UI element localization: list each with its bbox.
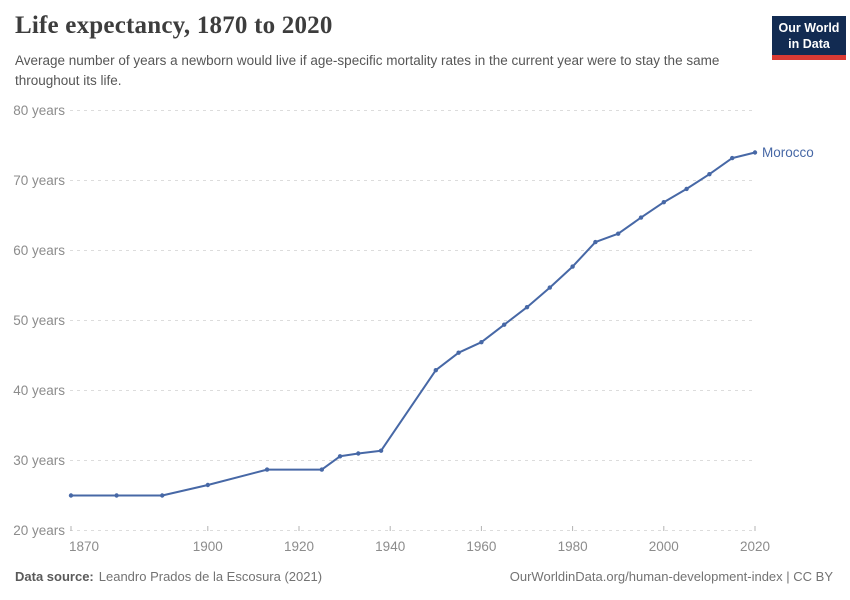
xtick-label-1870: 1870 xyxy=(69,539,99,554)
data-point-morocco-1925[interactable] xyxy=(319,467,324,472)
series-line-morocco xyxy=(70,151,756,497)
data-source-text: Leandro Prados de la Escosura (2021) xyxy=(98,569,323,584)
page-title: Life expectancy, 1870 to 2020 xyxy=(15,12,333,39)
xtick-label-1920: 1920 xyxy=(284,539,314,554)
ytick-label-20: 20 years xyxy=(13,523,65,538)
data-point-morocco-1900[interactable] xyxy=(205,482,210,488)
xtick-label-1940: 1940 xyxy=(375,539,405,554)
data-point-morocco-1995[interactable] xyxy=(638,215,644,220)
data-source: Data source: Leandro Prados de la Escosur… xyxy=(15,569,322,584)
chart-footer: Data source: Leandro Prados de la Escosur… xyxy=(15,569,833,584)
data-point-morocco-1990[interactable] xyxy=(616,231,621,236)
data-point-morocco-1975[interactable] xyxy=(547,285,552,290)
owid-logo-red-bar xyxy=(772,55,846,60)
ytick-label-30: 30 years xyxy=(13,453,65,468)
owid-logo-line1: Our World xyxy=(778,21,840,35)
data-source-label: Data source: xyxy=(15,569,94,584)
data-point-morocco-1929[interactable] xyxy=(337,454,343,459)
xtick-label-1960: 1960 xyxy=(466,539,496,554)
data-point-morocco-1970[interactable] xyxy=(524,305,530,310)
data-point-morocco-1913[interactable] xyxy=(264,467,270,472)
xtick-label-1900: 1900 xyxy=(193,539,223,554)
data-point-morocco-2005[interactable] xyxy=(684,186,689,192)
data-point-morocco-1955[interactable] xyxy=(456,350,461,355)
data-point-morocco-1880[interactable] xyxy=(114,493,119,498)
owid-logo-text: Our World in Data xyxy=(772,16,846,55)
xtick-label-2000: 2000 xyxy=(649,539,679,554)
ytick-label-80: 80 years xyxy=(13,103,65,118)
data-point-morocco-1950[interactable] xyxy=(433,368,438,373)
data-point-morocco-2000[interactable] xyxy=(661,200,666,205)
data-point-morocco-2020[interactable] xyxy=(752,150,758,155)
data-point-morocco-2015[interactable] xyxy=(730,155,735,161)
ytick-label-60: 60 years xyxy=(13,243,65,258)
chart-subtitle: Average number of years a newborn would … xyxy=(15,53,720,88)
ytick-label-40: 40 years xyxy=(13,383,65,398)
owid-logo[interactable]: Our World in Data xyxy=(772,16,846,60)
xtick-label-1980: 1980 xyxy=(558,539,588,554)
data-point-morocco-2010[interactable] xyxy=(707,172,712,177)
data-point-morocco-1985[interactable] xyxy=(593,239,598,245)
ytick-label-70: 70 years xyxy=(13,173,65,188)
xtick-label-2020: 2020 xyxy=(740,539,770,554)
data-point-morocco-1933[interactable] xyxy=(356,451,361,456)
data-point-morocco-1870[interactable] xyxy=(68,493,74,498)
data-point-morocco-1980[interactable] xyxy=(570,264,575,269)
license-link[interactable]: OurWorldinData.org/human-development-ind… xyxy=(509,569,833,584)
data-point-morocco-1890[interactable] xyxy=(160,493,165,498)
series-label-morocco[interactable]: Morocco xyxy=(762,145,814,160)
data-point-morocco-1960[interactable] xyxy=(479,340,484,345)
ytick-label-50: 50 years xyxy=(13,313,65,328)
data-point-morocco-1938[interactable] xyxy=(378,448,384,453)
owid-logo-line2: in Data xyxy=(788,37,830,51)
data-point-morocco-1965[interactable] xyxy=(502,322,507,327)
